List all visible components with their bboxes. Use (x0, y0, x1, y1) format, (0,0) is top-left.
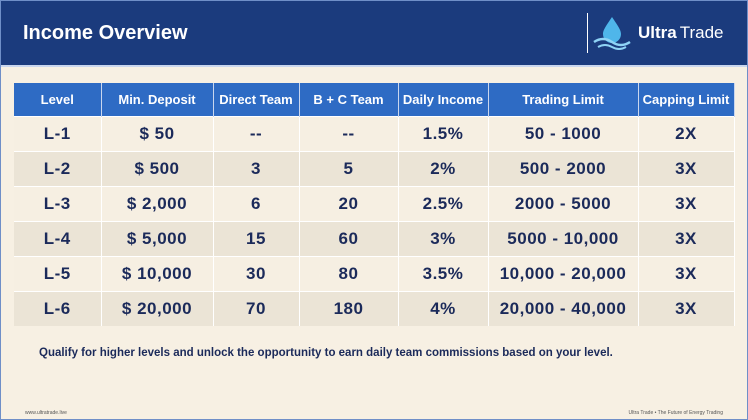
column-header: Trading Limit (488, 83, 639, 117)
column-header: Capping Limit (638, 83, 735, 117)
table-cell: 50 - 1000 (488, 116, 639, 152)
brand-second: Trade (679, 23, 724, 42)
table-cell: 20 (299, 186, 399, 222)
table-body: L-1 $ 50 -- -- 1.5% 50 - 1000 2X L-2 $ 500 3 5 2% 50… (14, 116, 735, 326)
column-header: B + C Team (299, 83, 399, 117)
table-row: L-5 $ 10,000 30 80 3.5% 10,000 - 20,000 3X (14, 256, 735, 292)
header-row: Level Min. Deposit Direct Team B + C Team Da… (14, 83, 735, 117)
table-row: L-3 $ 2,000 6 20 2.5% 2000 - 5000 3X (14, 186, 735, 222)
table-cell: 3X (638, 291, 735, 326)
table-row: L-4 $ 5,000 15 60 3% 5000 - 10,000 3X (14, 221, 735, 257)
title: Income Overview (23, 22, 188, 44)
table-row: L-6 $ 20,000 70 180 4% 20,000 - 40,000 3X (14, 291, 735, 326)
column-header: Direct Team (213, 83, 300, 117)
table-cell: 1.5% (398, 116, 489, 152)
table-cell: 4% (398, 291, 489, 326)
table-cell: 30 (213, 256, 300, 292)
table-cell: 10,000 - 20,000 (488, 256, 639, 292)
table-cell: 70 (213, 291, 300, 326)
table-cell: 15 (213, 221, 300, 257)
table-cell: 2X (638, 116, 735, 152)
table-cell: L-3 (14, 186, 102, 222)
table-cell: $ 10,000 (101, 256, 214, 292)
table-cell: 3.5% (398, 256, 489, 292)
column-header: Daily Income (398, 83, 489, 117)
logo: Ultra Trade (587, 13, 733, 53)
table-cell: 20,000 - 40,000 (488, 291, 639, 326)
income-table: Level Min. Deposit Direct Team B + C Team Da… (14, 83, 735, 326)
logo-icon (593, 17, 631, 50)
table-cell: L-2 (14, 151, 102, 187)
table-cell: -- (213, 116, 300, 152)
table-cell: 60 (299, 221, 399, 257)
table-cell: 180 (299, 291, 399, 326)
column-header: Min. Deposit (101, 83, 214, 117)
table-cell: 3 (213, 151, 300, 187)
table-cell: 3X (638, 221, 735, 257)
table-cell: $ 20,000 (101, 291, 214, 326)
footer-left: www.ultratrade.live (25, 410, 67, 416)
table-cell: 6 (213, 186, 300, 222)
note: Qualify for higher levels and unlock the… (39, 347, 613, 359)
table-cell: 3X (638, 151, 735, 187)
table-cell: L-1 (14, 116, 102, 152)
table-cell: 3% (398, 221, 489, 257)
table-cell: L-6 (14, 291, 102, 326)
table-row: L-1 $ 50 -- -- 1.5% 50 - 1000 2X (14, 116, 735, 152)
brand-first: Ultra (638, 23, 677, 42)
table-cell: L-4 (14, 221, 102, 257)
table-cell: $ 2,000 (101, 186, 214, 222)
table-cell: 80 (299, 256, 399, 292)
table-cell: L-5 (14, 256, 102, 292)
table-cell: -- (299, 116, 399, 152)
table-row: L-2 $ 500 3 5 2% 500 - 2000 3X (14, 151, 735, 187)
header-bar: Income Overview Ultra Trade (1, 1, 747, 67)
table-cell: $ 500 (101, 151, 214, 187)
table-cell: 500 - 2000 (488, 151, 639, 187)
table-cell: 5 (299, 151, 399, 187)
column-header: Level (14, 83, 102, 117)
table-cell: $ 50 (101, 116, 214, 152)
table-cell: 5000 - 10,000 (488, 221, 639, 257)
brand: Ultra Trade (638, 23, 724, 43)
table-cell: $ 5,000 (101, 221, 214, 257)
table-cell: 2.5% (398, 186, 489, 222)
table-cell: 2000 - 5000 (488, 186, 639, 222)
table-cell: 2% (398, 151, 489, 187)
table-cell: 3X (638, 256, 735, 292)
table-cell: 3X (638, 186, 735, 222)
footer-right: Ultra Trade • The Future of Energy Tradi… (628, 410, 723, 416)
